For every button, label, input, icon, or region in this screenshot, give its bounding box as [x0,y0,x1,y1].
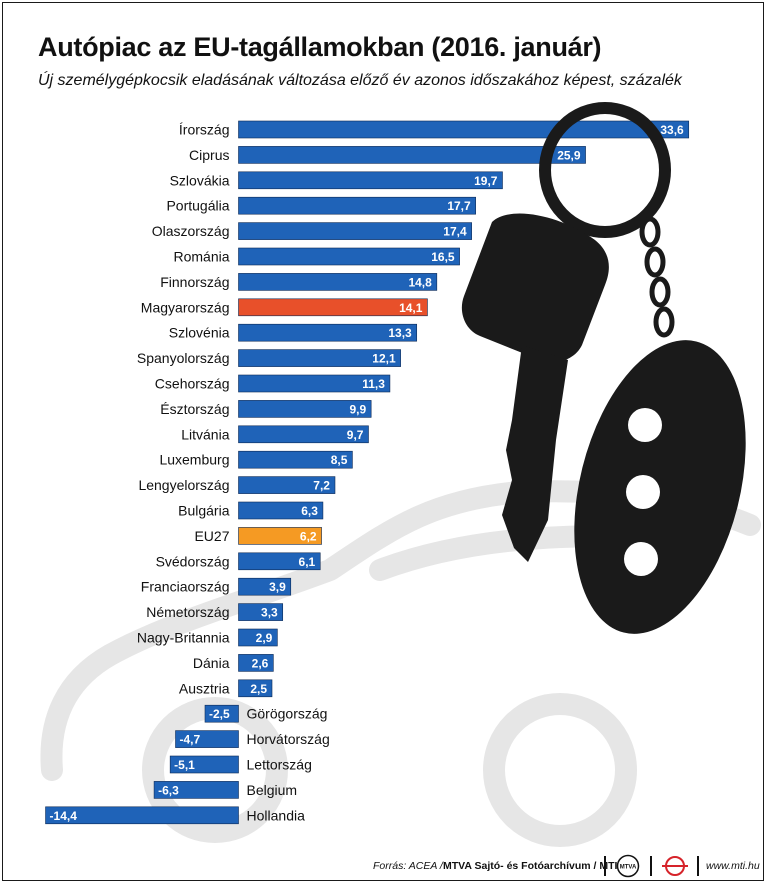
value-label: 3,3 [261,606,278,620]
category-label: Írország [179,122,230,138]
value-label: -2,5 [209,707,230,721]
category-label: Románia [173,249,229,265]
mti-logo-icon [662,856,688,876]
value-label: -4,7 [180,733,201,747]
bar-dánia [238,654,274,672]
bar-hollandia [45,806,239,825]
value-label: 13,3 [388,326,412,340]
bar-chart: 33,6 Írország 25,9 Ciprus 19,7 Szlovákia 17,7 P… [40,102,761,847]
value-label: 9,9 [349,402,366,416]
bar-portugália [238,196,476,215]
chart-subtitle: Új személygépkocsik eladásának változása… [38,72,682,89]
footer-separator [650,856,652,876]
value-label: 6,1 [299,555,316,569]
category-label: Dánia [193,655,230,671]
value-label: 14,8 [408,275,432,289]
bar-ciprus [238,146,586,164]
footer-separator [604,856,606,876]
bar-csehország [238,374,391,393]
category-label: Szlovákia [170,172,230,188]
bar-románia [238,247,460,266]
bar-horvátország [175,730,239,748]
bar-spanyolország [238,349,401,367]
category-label: Lengyelország [138,477,229,493]
value-label: -6,3 [158,783,179,797]
mtva-logo-icon: MTVA [616,854,640,878]
bar-lettország [169,755,239,774]
category-label: Németország [146,604,229,620]
category-label: Spanyolország [137,350,230,366]
bar-bulgária [238,501,324,520]
source-credit: MTVA Sajtó- és Fotóarchívum / MTI [443,860,618,872]
bar-nagy-britannia [238,628,278,647]
category-label: Nagy-Britannia [137,630,230,646]
category-label: Franciaország [141,579,230,595]
footer: Forrás: ACEA / MTVA Sajtó- és Fotóarchív… [0,852,768,880]
chart-title: Autópiac az EU-tagállamokban (2016. janu… [38,32,602,62]
category-label: Belgium [247,782,298,798]
category-label: EU27 [194,528,229,544]
bar-litvánia [238,425,369,444]
bar-ausztria [238,679,273,698]
value-label: 16,5 [431,250,455,264]
source-url: www.mti.hu [706,860,760,872]
category-label: Görögország [247,706,328,722]
category-label: Észtország [160,401,229,417]
category-label: Szlovénia [169,325,230,341]
category-label: Svédország [156,553,230,569]
value-label: 17,4 [443,225,467,239]
footer-separator [697,856,699,876]
category-label: Luxemburg [159,452,229,468]
bar-svédország [238,552,321,571]
source-prefix: Forrás: ACEA / [373,860,443,872]
car-key-illustration [461,102,746,634]
category-label: Hollandia [247,807,306,823]
bar-görögország [204,704,239,723]
category-label: Ciprus [189,147,229,163]
value-label: 3,9 [269,580,286,594]
value-label: 25,9 [557,148,581,162]
category-label: Lettország [247,757,312,773]
bar-finnország [238,273,438,291]
bar-szlovénia [238,323,418,342]
value-label: 6,3 [301,504,318,518]
bar-észtország [238,400,372,418]
bar-franciaország [238,577,292,596]
value-label: 17,7 [447,199,471,213]
value-label: 2,9 [256,631,273,645]
value-label: 8,5 [331,453,348,467]
value-label: 6,2 [300,529,317,543]
value-label: 7,2 [313,479,330,493]
category-label: Bulgária [178,503,230,519]
category-label: Csehország [155,376,230,392]
value-label: 2,6 [252,656,269,670]
mtva-logo-text: MTVA [620,865,637,871]
value-label: 33,6 [660,123,684,137]
category-label: Horvátország [247,731,330,747]
value-label: -5,1 [174,758,195,772]
value-label: 11,3 [362,377,385,391]
category-label: Litvánia [181,426,229,442]
value-label: 19,7 [474,174,498,188]
value-label: -14,4 [50,809,78,823]
value-label: 2,5 [250,682,267,696]
bar-magyarország [238,298,428,317]
bar-eu27 [238,527,322,545]
bar-szlovákia [238,171,503,190]
value-label: 9,7 [347,428,364,442]
bar-németország [238,603,284,621]
bar-olaszország [238,222,472,240]
category-label: Finnország [160,274,229,290]
category-label: Magyarország [141,299,230,315]
value-label: 12,1 [372,352,396,366]
category-label: Olaszország [152,223,230,239]
category-label: Portugália [166,198,229,214]
bar-luxemburg [238,450,353,469]
category-label: Ausztria [179,680,230,696]
bar-lengyelország [238,476,336,494]
value-label: 14,1 [399,301,423,315]
bar-írország [238,120,690,139]
bar-belgium [153,781,239,799]
